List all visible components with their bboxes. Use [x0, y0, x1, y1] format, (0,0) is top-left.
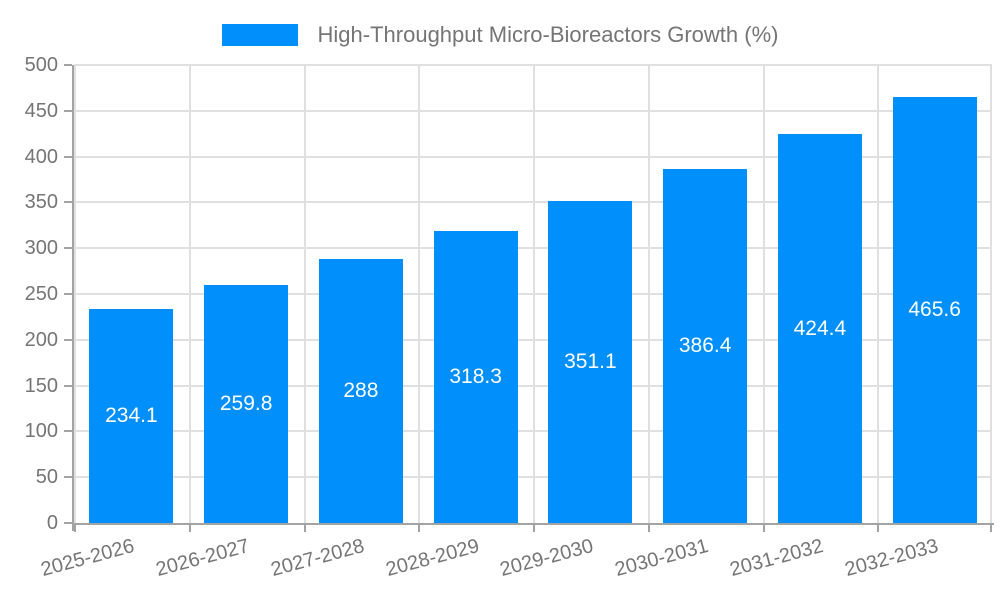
- y-axis-tick: [64, 293, 72, 295]
- y-axis-tick: [64, 430, 72, 433]
- y-axis: 0 50 100 150 200 250 300 350 400 450 500: [0, 54, 72, 534]
- bar[interactable]: 318.3: [433, 231, 518, 523]
- bar-value-label: 386.4: [678, 334, 732, 358]
- bar[interactable]: 465.6: [892, 96, 977, 523]
- v-gridline: [74, 65, 76, 523]
- bar-value-label: 318.3: [449, 365, 502, 389]
- x-axis: 2025-2026 2026-2027 2027-2028 2028-2029 2029…: [39, 523, 992, 600]
- x-axis-tick: [990, 523, 992, 532]
- v-gridline: [877, 65, 880, 523]
- v-gridline: [647, 65, 650, 523]
- x-axis-tick: [647, 523, 650, 532]
- x-axis-tick: [877, 523, 880, 532]
- v-gridline: [762, 65, 765, 523]
- y-tick-label: 300: [24, 237, 58, 260]
- x-axis-tick: [303, 523, 306, 532]
- y-tick-label: 400: [24, 145, 58, 168]
- v-gridline: [533, 65, 535, 523]
- bar[interactable]: 259.8: [204, 285, 289, 523]
- bar-value-label: 259.8: [219, 392, 273, 416]
- y-axis-tick: [64, 201, 72, 204]
- x-axis-tick: [74, 523, 76, 532]
- bar[interactable]: 288: [318, 259, 403, 523]
- x-axis-tick: [418, 523, 421, 532]
- y-axis-tick: [64, 155, 72, 158]
- bar[interactable]: 386.4: [663, 169, 748, 523]
- x-axis-tick: [762, 523, 765, 532]
- y-tick-label: 200: [24, 328, 58, 351]
- y-axis-tick: [64, 476, 72, 479]
- bar-value-label: 234.1: [105, 403, 158, 427]
- plot-area: 234.1 259.8 288 318.3 351.1 386.4 424.4 465.6: [74, 64, 992, 523]
- bar[interactable]: 351.1: [548, 201, 633, 523]
- x-axis-tick: [188, 523, 191, 532]
- bar-value-label: 465.6: [908, 297, 961, 321]
- bar-value-label: 288: [343, 379, 379, 403]
- y-tick-label: 350: [24, 191, 58, 214]
- y-axis-line: [72, 65, 74, 531]
- y-tick-label: 0: [46, 512, 58, 534]
- y-tick-label: 500: [24, 54, 58, 76]
- v-gridline: [990, 65, 992, 523]
- y-tick-label: 250: [24, 283, 58, 305]
- y-axis-tick: [64, 384, 72, 387]
- v-gridline: [418, 65, 421, 523]
- bar-value-label: 424.4: [793, 316, 847, 340]
- legend-item[interactable]: High-Throughput Micro-Bioreactors Growth…: [0, 13, 1000, 57]
- y-axis-tick: [64, 247, 72, 250]
- v-gridline: [303, 65, 306, 523]
- y-tick-label: 50: [35, 466, 58, 489]
- legend-label: High-Throughput Micro-Bioreactors Growth…: [317, 22, 779, 47]
- legend-swatch-icon: [221, 24, 298, 46]
- bar[interactable]: 234.1: [89, 308, 174, 523]
- v-gridline: [188, 65, 191, 523]
- bar-value-label: 351.1: [564, 350, 617, 374]
- bar[interactable]: 424.4: [777, 134, 862, 523]
- y-axis-tick: [64, 64, 72, 66]
- y-tick-label: 100: [24, 420, 58, 443]
- y-tick-label: 150: [24, 374, 58, 397]
- y-tick-label: 450: [24, 99, 58, 122]
- x-axis-tick: [533, 523, 535, 532]
- y-axis-tick: [64, 522, 72, 524]
- y-axis-tick: [64, 109, 72, 112]
- y-axis-tick: [64, 338, 72, 341]
